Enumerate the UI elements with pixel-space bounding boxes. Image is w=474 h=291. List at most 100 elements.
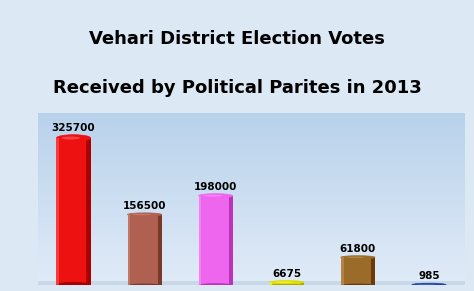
- Bar: [300, 282, 304, 285]
- Bar: [38, 204, 465, 205]
- Bar: [38, 261, 465, 262]
- Bar: [38, 192, 465, 194]
- Bar: [38, 141, 465, 142]
- Bar: [38, 175, 465, 176]
- Bar: [38, 142, 465, 143]
- Ellipse shape: [270, 284, 304, 287]
- Bar: [38, 260, 465, 261]
- Ellipse shape: [56, 282, 91, 288]
- Bar: [38, 202, 465, 204]
- Ellipse shape: [341, 284, 375, 287]
- Text: Received by Political Parites in 2013: Received by Political Parites in 2013: [53, 79, 421, 97]
- Bar: [38, 158, 465, 159]
- Bar: [38, 139, 465, 141]
- Bar: [38, 262, 465, 264]
- Bar: [38, 221, 465, 222]
- Bar: [38, 159, 465, 161]
- Bar: [38, 281, 465, 285]
- Bar: [38, 198, 465, 199]
- Bar: [38, 123, 465, 125]
- Bar: [38, 168, 465, 169]
- Bar: [38, 281, 465, 282]
- Bar: [38, 179, 465, 181]
- Bar: [38, 118, 465, 119]
- Text: 6675: 6675: [272, 269, 301, 278]
- Bar: [38, 121, 465, 122]
- Bar: [38, 196, 465, 198]
- Bar: [38, 258, 465, 260]
- Bar: [38, 136, 465, 138]
- Text: 198000: 198000: [194, 182, 237, 192]
- Bar: [38, 254, 465, 255]
- Bar: [38, 201, 465, 202]
- Ellipse shape: [412, 283, 446, 286]
- Bar: [38, 151, 465, 152]
- Ellipse shape: [274, 281, 293, 283]
- Bar: [38, 245, 465, 246]
- Bar: [56, 138, 59, 285]
- Bar: [38, 212, 465, 214]
- Bar: [38, 154, 465, 155]
- Bar: [38, 162, 465, 164]
- Bar: [38, 188, 465, 189]
- Text: 325700: 325700: [52, 123, 95, 133]
- Bar: [38, 181, 465, 182]
- Bar: [38, 235, 465, 237]
- Bar: [38, 116, 465, 118]
- Bar: [38, 226, 465, 228]
- Bar: [38, 255, 465, 257]
- Bar: [38, 278, 465, 279]
- Bar: [38, 234, 465, 235]
- Bar: [38, 135, 465, 136]
- Bar: [38, 275, 465, 276]
- Bar: [38, 238, 465, 239]
- Bar: [157, 214, 162, 285]
- Bar: [38, 169, 465, 171]
- Bar: [128, 214, 157, 285]
- Bar: [38, 232, 465, 234]
- Bar: [38, 128, 465, 129]
- Bar: [38, 119, 465, 121]
- Bar: [38, 171, 465, 172]
- Bar: [38, 184, 465, 185]
- Ellipse shape: [417, 284, 436, 285]
- Bar: [38, 131, 465, 132]
- Bar: [38, 279, 465, 281]
- Bar: [38, 228, 465, 229]
- Ellipse shape: [412, 284, 446, 287]
- Bar: [38, 284, 465, 285]
- Bar: [38, 224, 465, 225]
- Bar: [38, 268, 465, 269]
- Bar: [38, 251, 465, 252]
- Bar: [199, 196, 228, 285]
- Bar: [38, 282, 465, 284]
- Text: Vehari District Election Votes: Vehari District Election Votes: [89, 30, 385, 48]
- Bar: [38, 194, 465, 195]
- Text: 61800: 61800: [340, 244, 376, 254]
- Bar: [38, 214, 465, 215]
- Ellipse shape: [270, 281, 304, 284]
- Bar: [38, 222, 465, 224]
- Bar: [38, 229, 465, 231]
- Bar: [38, 149, 465, 151]
- Bar: [38, 129, 465, 131]
- Bar: [38, 126, 465, 128]
- Bar: [38, 195, 465, 196]
- Bar: [38, 191, 465, 192]
- Bar: [38, 173, 465, 175]
- Ellipse shape: [56, 135, 91, 141]
- Bar: [38, 249, 465, 251]
- Bar: [199, 196, 201, 285]
- Bar: [341, 257, 371, 285]
- Bar: [228, 196, 233, 285]
- Bar: [38, 252, 465, 254]
- Bar: [38, 185, 465, 187]
- Bar: [38, 241, 465, 242]
- Bar: [38, 242, 465, 244]
- Bar: [38, 257, 465, 258]
- Bar: [38, 205, 465, 207]
- Bar: [38, 217, 465, 218]
- Bar: [38, 161, 465, 162]
- Bar: [38, 145, 465, 146]
- Bar: [38, 146, 465, 148]
